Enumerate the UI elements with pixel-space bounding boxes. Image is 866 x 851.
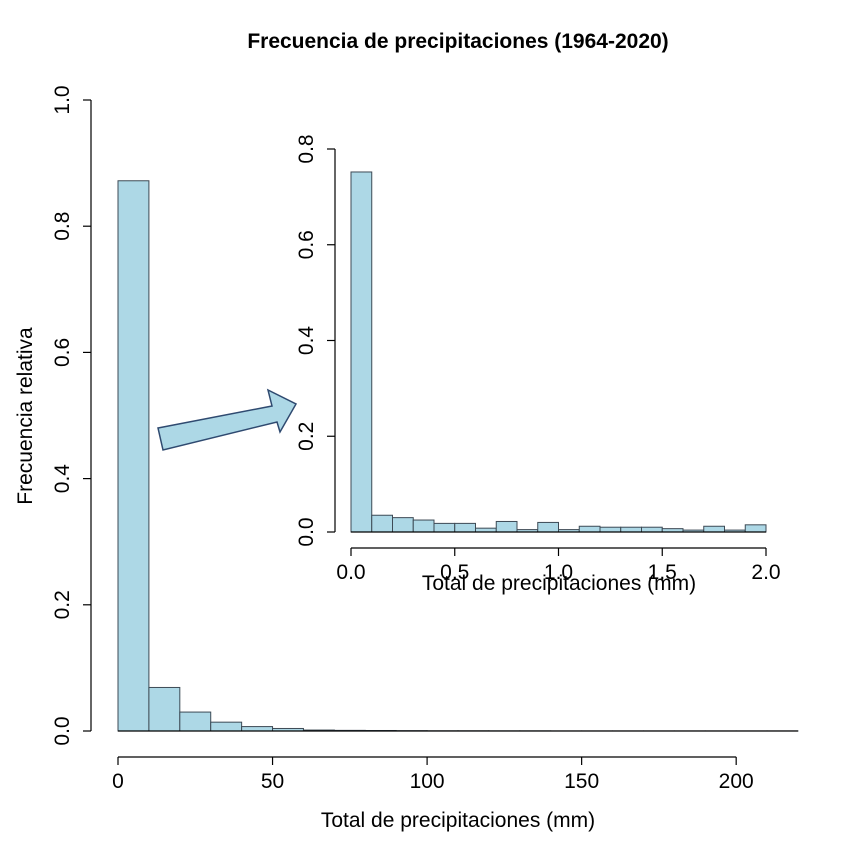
histogram-bar xyxy=(371,514,393,533)
y-tick-label: 0.2 xyxy=(295,422,318,451)
main-x-axis-label: Total de precipitaciones (mm) xyxy=(321,809,595,832)
histogram-bar xyxy=(641,526,663,533)
histogram-bar xyxy=(703,525,725,533)
histogram-bar xyxy=(350,171,373,533)
histogram-bar xyxy=(210,721,243,732)
y-tick-label: 0.8 xyxy=(51,212,74,241)
x-tick-label: 50 xyxy=(261,770,284,793)
histogram-bar xyxy=(454,522,476,533)
y-tick-label: 0.2 xyxy=(51,590,74,619)
x-tick-label: 0.5 xyxy=(440,561,469,584)
main-y-axis-label: Frecuencia relativa xyxy=(14,327,37,505)
histogram-bar xyxy=(148,686,181,732)
x-tick-label: 1.0 xyxy=(544,561,573,584)
main-bars xyxy=(117,180,799,732)
chart-title: Frecuencia de precipitaciones (1964-2020… xyxy=(247,30,668,53)
inset-bars xyxy=(350,171,767,533)
histogram-bar xyxy=(744,524,767,533)
histogram-bar xyxy=(599,526,622,533)
histogram-bar xyxy=(537,521,559,533)
histogram-bar xyxy=(433,522,456,533)
x-tick-label: 0.0 xyxy=(336,561,365,584)
histogram-bar xyxy=(495,520,518,533)
y-tick-label: 1.0 xyxy=(51,85,74,114)
y-tick-label: 0.0 xyxy=(51,716,74,745)
y-tick-label: 0.0 xyxy=(295,517,318,546)
x-tick-label: 1.5 xyxy=(648,561,677,584)
histogram-bar xyxy=(392,517,414,533)
x-tick-label: 0 xyxy=(112,770,124,793)
histogram-bar xyxy=(620,526,642,533)
x-tick-label: 2.0 xyxy=(751,561,780,584)
histogram-bar xyxy=(241,726,274,732)
histogram-bar xyxy=(117,180,150,732)
y-tick-label: 0.6 xyxy=(295,230,318,259)
y-tick-label: 0.4 xyxy=(295,326,318,356)
y-tick-label: 0.8 xyxy=(295,134,318,163)
x-tick-label: 150 xyxy=(564,770,599,793)
histogram-bar xyxy=(179,711,212,732)
histogram-bar xyxy=(412,519,435,533)
y-tick-label: 0.6 xyxy=(51,338,74,367)
inset-x-axis-label: Total de precipitaciones (mm) xyxy=(422,572,696,595)
x-tick-label: 200 xyxy=(719,770,754,793)
histogram-bar xyxy=(578,525,601,533)
inset-axes: 0.0 0.5 1.0 1.5 2.0 0.0 0.2 0.4 0.6 0.8 xyxy=(295,134,781,584)
x-tick-label: 100 xyxy=(410,770,445,793)
main-axes: 0 50 100 150 200 0.0 0.2 0.4 0.6 0.8 1.0 xyxy=(51,85,798,793)
zoom-arrow xyxy=(157,388,298,451)
y-tick-label: 0.4 xyxy=(51,464,74,494)
